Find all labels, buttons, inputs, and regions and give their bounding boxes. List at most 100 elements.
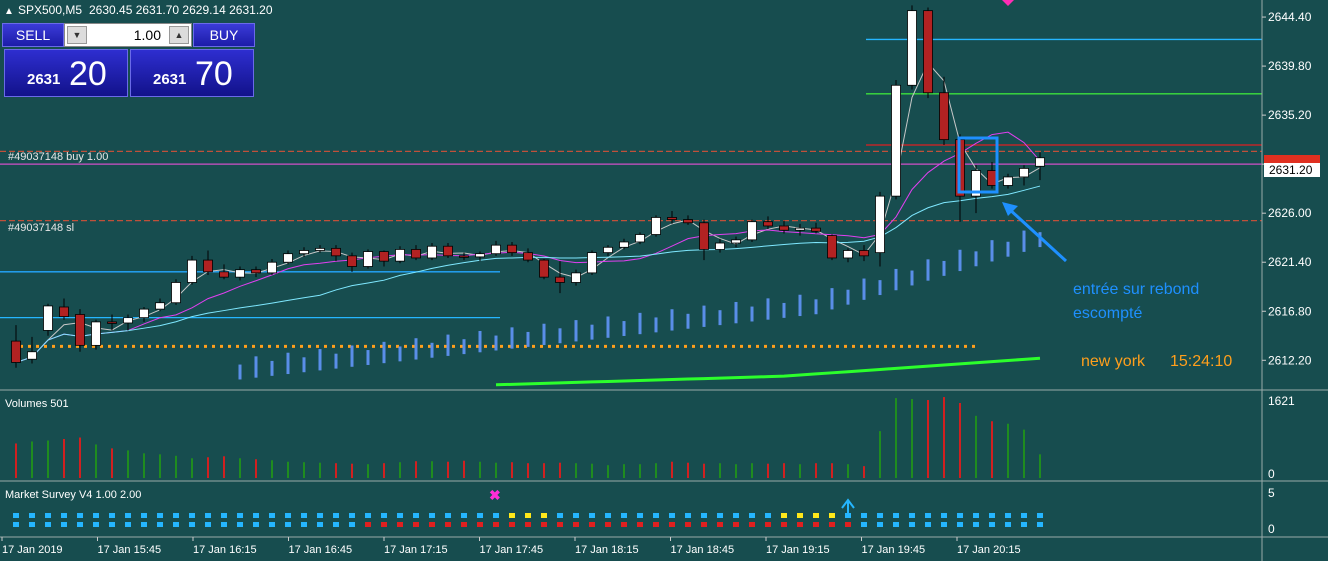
survey-dot <box>109 522 115 527</box>
survey-dot <box>301 522 307 527</box>
survey-dot <box>77 513 83 518</box>
survey-dot <box>253 522 259 527</box>
survey-dot <box>525 513 531 518</box>
clock-time: 15:24:10 <box>1170 353 1232 370</box>
candle <box>1003 176 1013 186</box>
survey-dot <box>1021 522 1027 527</box>
buy-price-box[interactable]: 2631 70 <box>130 49 254 97</box>
candle <box>267 261 277 274</box>
survey-dot <box>733 513 739 518</box>
candle <box>91 321 101 346</box>
sell-button[interactable]: SELL <box>2 23 64 47</box>
survey-dot <box>797 522 803 527</box>
survey-dot <box>237 513 243 518</box>
survey-dot <box>269 522 275 527</box>
survey-dot <box>909 513 915 518</box>
candle <box>283 253 293 263</box>
survey-dot <box>157 522 163 527</box>
survey-dot <box>13 522 19 527</box>
candle <box>939 92 949 141</box>
collapse-triangle-icon[interactable]: ▲ <box>4 6 14 17</box>
survey-dot <box>157 513 163 518</box>
volume-panel <box>15 397 1041 478</box>
survey-dot <box>365 522 371 527</box>
candle <box>1019 168 1029 178</box>
survey-dot <box>173 513 179 518</box>
price-tick-label: 2626.00 <box>1268 206 1312 220</box>
survey-dot <box>381 522 387 527</box>
candle <box>683 219 693 224</box>
time-tick-label: 17 Jan 2019 <box>2 544 63 556</box>
candle <box>315 247 325 251</box>
buy-order-label[interactable]: #49037148 buy 1.00 <box>8 151 108 163</box>
survey-dot <box>877 522 883 527</box>
survey-dot <box>989 513 995 518</box>
survey-dot <box>429 513 435 518</box>
survey-dot <box>221 513 227 518</box>
survey-dot <box>61 513 67 518</box>
candle <box>795 227 805 231</box>
survey-dot <box>973 522 979 527</box>
entry-highlight-box <box>957 136 999 194</box>
survey-dot <box>701 522 707 527</box>
survey-dot <box>813 513 819 518</box>
survey-dot <box>861 513 867 518</box>
candle <box>891 84 901 197</box>
sell-price-box[interactable]: 2631 20 <box>4 49 128 97</box>
annotation-arrow-icon <box>1002 202 1068 263</box>
survey-dot <box>509 513 515 518</box>
buy-button[interactable]: BUY <box>193 23 255 47</box>
price-tick-label: 2616.80 <box>1268 304 1312 318</box>
lot-size-value[interactable]: 1.00 <box>133 27 161 43</box>
candle <box>827 235 837 259</box>
survey-dot <box>717 513 723 518</box>
candle <box>843 250 853 259</box>
price-tick-label: 2621.40 <box>1268 255 1312 269</box>
survey-dot <box>893 522 899 527</box>
survey-dot <box>925 522 931 527</box>
survey-dot <box>541 522 547 527</box>
survey-dot <box>173 522 179 527</box>
candle <box>491 244 501 255</box>
survey-dot <box>1037 522 1043 527</box>
survey-dot <box>317 513 323 518</box>
survey-tick-label: 0 <box>1268 522 1275 536</box>
survey-dot <box>29 513 35 518</box>
triangle-down-icon[interactable]: ▼ <box>67 26 87 44</box>
lot-size-field[interactable]: ▼ 1.00 ▲ <box>64 23 192 47</box>
stop-loss-label[interactable]: #49037148 sl <box>8 222 74 234</box>
candle <box>203 259 213 273</box>
survey-dot <box>445 513 451 518</box>
survey-dot <box>733 522 739 527</box>
candle <box>619 241 629 248</box>
survey-dot <box>813 522 819 527</box>
candle <box>59 306 69 317</box>
candle <box>971 170 981 197</box>
candle <box>987 170 997 186</box>
survey-dot <box>653 522 659 527</box>
survey-dot <box>333 513 339 518</box>
survey-dot <box>253 513 259 518</box>
time-tick-label: 17 Jan 18:45 <box>671 544 735 556</box>
candle <box>187 259 197 283</box>
survey-dot <box>125 513 131 518</box>
candle <box>523 252 533 261</box>
candle <box>763 221 773 227</box>
survey-dot <box>717 522 723 527</box>
survey-dot <box>749 522 755 527</box>
candle <box>859 250 869 257</box>
survey-dot <box>973 513 979 518</box>
triangle-up-icon[interactable]: ▲ <box>169 26 189 44</box>
candle <box>155 302 165 310</box>
candle <box>27 351 37 360</box>
candle <box>427 245 437 259</box>
survey-dot <box>573 522 579 527</box>
candle <box>731 239 741 244</box>
survey-dot <box>349 522 355 527</box>
survey-dot <box>525 522 531 527</box>
survey-dot <box>285 513 291 518</box>
survey-dot <box>189 513 195 518</box>
survey-dot <box>77 522 83 527</box>
survey-dot <box>685 513 691 518</box>
